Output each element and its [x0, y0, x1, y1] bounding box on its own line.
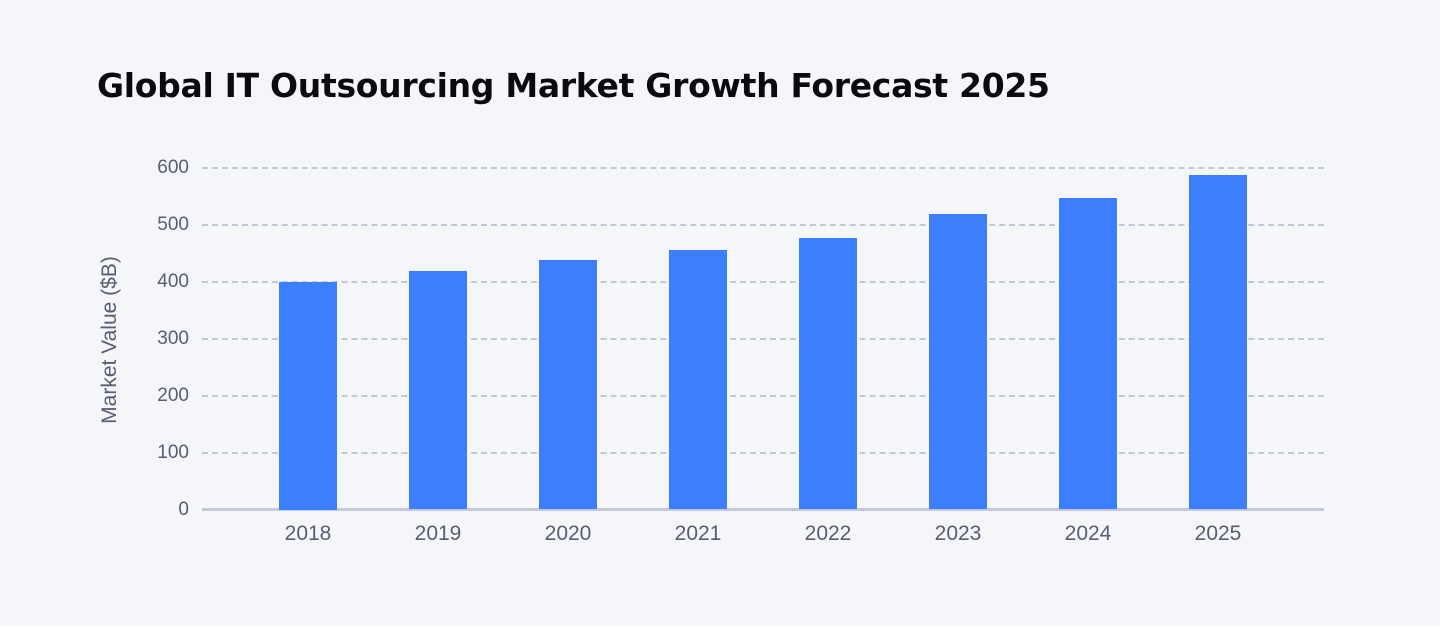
y-tick-label: 600 [157, 156, 189, 178]
gridline [202, 223, 1324, 226]
x-tick-label: 2022 [804, 522, 852, 545]
x-tick-label: 2021 [674, 522, 722, 545]
x-tick-label: 2025 [1194, 522, 1242, 545]
bar-2021[interactable] [669, 249, 727, 510]
y-tick-label: 0 [178, 498, 189, 520]
x-tick-label: 2023 [934, 522, 982, 545]
gridline [202, 394, 1324, 397]
bar-2022[interactable] [799, 237, 857, 510]
bar-2018[interactable] [279, 281, 337, 510]
chart-title: Global IT Outsourcing Market Growth Fore… [97, 66, 1050, 105]
x-tick-label: 2019 [414, 522, 462, 545]
bar-2025[interactable] [1189, 174, 1247, 510]
bar-2020[interactable] [539, 260, 597, 510]
x-tick-label: 2018 [284, 522, 332, 545]
x-axis-line [202, 508, 1324, 511]
y-tick-label: 400 [157, 270, 189, 292]
gridline [202, 337, 1324, 340]
bar-2023[interactable] [929, 214, 987, 510]
gridline [202, 451, 1324, 454]
y-tick-label: 500 [157, 213, 189, 235]
y-tick-label: 200 [157, 384, 189, 406]
x-tick-label: 2024 [1064, 522, 1112, 545]
bar-2024[interactable] [1059, 197, 1117, 510]
y-tick-label: 300 [157, 327, 189, 349]
gridline [202, 166, 1324, 169]
gridline [202, 280, 1324, 283]
y-tick-label: 100 [157, 441, 189, 463]
x-tick-label: 2020 [544, 522, 592, 545]
bar-2019[interactable] [409, 271, 467, 510]
